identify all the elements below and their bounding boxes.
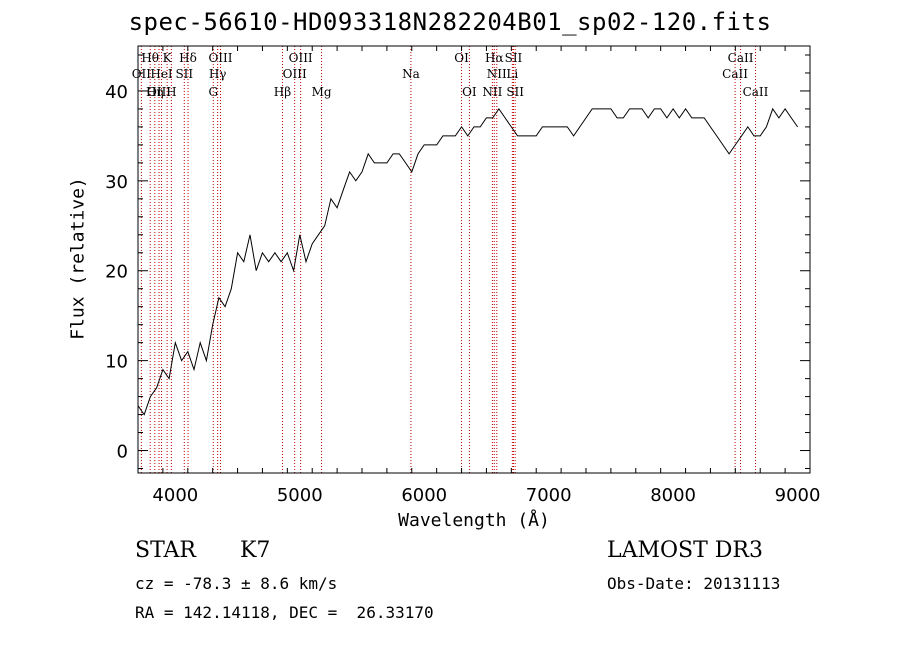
marker-label-27: CaII xyxy=(743,85,769,99)
chart-title: spec-56610-HD093318N282204B01_sp02-120.f… xyxy=(128,8,772,36)
x-axis-ticks: 4000 5000 6000 7000 8000 9000 xyxy=(137,46,821,506)
marker-label-1: OII xyxy=(132,67,152,81)
spectrum-line xyxy=(137,107,799,416)
marker-label-14: OIII xyxy=(283,67,307,81)
y-tick-label-3: 30 xyxy=(105,172,128,193)
marker-label-8: Hδ xyxy=(179,51,197,65)
marker-label-21: NII xyxy=(482,85,502,99)
object-class: STAR xyxy=(135,538,196,563)
y-tick-label-4: 40 xyxy=(105,82,128,103)
marker-label-5: K xyxy=(163,51,173,65)
marker-label-10: Hγ xyxy=(209,67,227,81)
marker-label-25: CaII xyxy=(728,51,754,65)
marker-label-26: CaII xyxy=(722,67,748,81)
y-tick-label-0: 0 xyxy=(117,442,128,463)
redshift-velocity: cz = -78.3 ± 8.6 km/s xyxy=(135,574,338,593)
object-subclass: K7 xyxy=(240,538,271,563)
marker-label-24: SII xyxy=(506,85,524,99)
plot-frame xyxy=(137,45,811,474)
x-tick-label-3: 7000 xyxy=(526,485,572,506)
y-axis-label: Flux (relative) xyxy=(67,177,89,340)
marker-label-20: NII xyxy=(487,67,507,81)
x-tick-label-4: 8000 xyxy=(650,485,696,506)
x-tick-label-0: 4000 xyxy=(152,485,198,506)
spectral-line-markers xyxy=(140,46,756,473)
spectral-line-labels: Hθ OII OIII HeI Hη K H SII Hδ OIII Hγ G Hβ OIII OIII Mg… xyxy=(132,51,769,99)
marker-label-16: Na xyxy=(402,67,420,81)
marker-label-13: OIII xyxy=(289,51,313,65)
marker-label-11: G xyxy=(208,85,218,99)
marker-label-23: Li xyxy=(506,67,518,81)
survey-name: LAMOST DR3 xyxy=(607,538,763,563)
marker-label-12: Hβ xyxy=(274,85,291,99)
marker-label-15: Mg xyxy=(312,85,332,99)
marker-label-2: OIII xyxy=(147,85,171,99)
marker-label-9: OIII xyxy=(208,51,232,65)
marker-label-19: Hα xyxy=(485,51,504,65)
y-tick-label-1: 10 xyxy=(105,352,128,373)
spectrum-series xyxy=(137,107,799,416)
marker-label-3: HeI xyxy=(150,67,173,81)
marker-label-0: Hθ xyxy=(141,51,159,65)
x-tick-label-2: 6000 xyxy=(401,485,447,506)
y-axis-ticks: 0 10 20 30 40 xyxy=(105,54,810,470)
x-axis-label: Wavelength (Å) xyxy=(398,510,550,531)
marker-label-22: SII xyxy=(505,51,523,65)
y-tick-label-2: 20 xyxy=(105,262,128,283)
ra-dec: RA = 142.14118, DEC = 26.33170 xyxy=(135,603,434,622)
marker-label-18: OI xyxy=(462,85,477,99)
marker-label-6: H xyxy=(166,85,176,99)
marker-label-4: Hη xyxy=(146,85,164,99)
observation-date: Obs-Date: 20131113 xyxy=(607,574,781,593)
x-tick-label-5: 9000 xyxy=(775,485,821,506)
marker-label-17: OI xyxy=(454,51,469,65)
marker-label-7: SII xyxy=(175,67,193,81)
x-tick-label-1: 5000 xyxy=(277,485,323,506)
